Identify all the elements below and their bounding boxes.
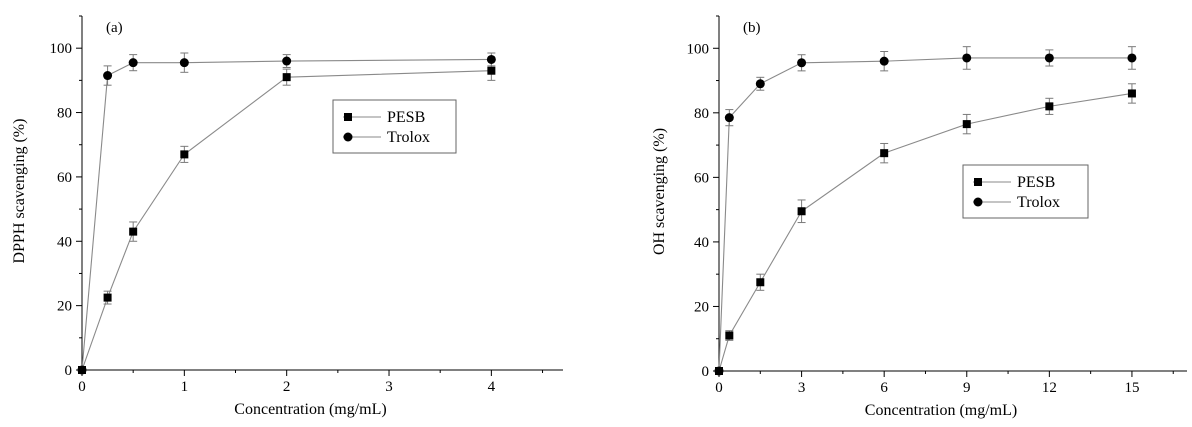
series-trolox bbox=[714, 46, 1137, 376]
data-point bbox=[282, 73, 291, 82]
y-tick-label: 60 bbox=[57, 170, 72, 186]
data-point bbox=[487, 66, 496, 75]
legend: PESB Trolox bbox=[332, 99, 457, 154]
data-point bbox=[962, 120, 971, 129]
data-point bbox=[724, 113, 734, 123]
x-tick-label: 4 bbox=[488, 379, 496, 395]
data-point bbox=[1045, 102, 1054, 111]
legend-label: Trolox bbox=[387, 129, 430, 146]
y-tick-label: 60 bbox=[694, 170, 709, 186]
y-tick-label: 100 bbox=[50, 41, 73, 57]
series-line bbox=[81, 58, 492, 371]
x-tick-label: 2 bbox=[283, 379, 291, 395]
y-tick-label: 20 bbox=[57, 299, 72, 315]
data-point bbox=[129, 227, 138, 236]
data-point bbox=[756, 278, 765, 287]
data-point bbox=[103, 293, 112, 302]
x-tick-label: 3 bbox=[798, 380, 806, 396]
series-trolox bbox=[77, 52, 496, 375]
data-point bbox=[179, 58, 189, 68]
x-axis-title: Concentration (mg/mL) bbox=[234, 401, 386, 418]
y-tick-label: 0 bbox=[65, 363, 73, 379]
y-axis-title: OH scavenging (%) bbox=[651, 128, 668, 255]
legend-label: Trolox bbox=[1017, 194, 1060, 211]
y-tick-label: 40 bbox=[694, 235, 709, 251]
data-point bbox=[103, 71, 113, 81]
legend-label: PESB bbox=[1017, 174, 1055, 191]
legend-box bbox=[332, 99, 457, 154]
data-point bbox=[1127, 89, 1136, 98]
series-line bbox=[718, 92, 1133, 372]
legend-marker bbox=[344, 113, 352, 121]
data-point bbox=[797, 58, 807, 68]
data-point bbox=[880, 149, 889, 158]
data-point bbox=[879, 56, 889, 66]
panel-label: (b) bbox=[743, 20, 761, 36]
x-axis-title: Concentration (mg/mL) bbox=[865, 402, 1017, 419]
y-tick-label: 20 bbox=[694, 299, 709, 315]
data-point bbox=[180, 150, 189, 159]
y-tick-label: 80 bbox=[57, 106, 72, 122]
legend-box bbox=[962, 164, 1089, 219]
x-tick-label: 9 bbox=[963, 380, 971, 396]
data-point bbox=[128, 58, 138, 68]
legend-marker bbox=[343, 132, 353, 142]
data-point bbox=[962, 53, 972, 63]
data-point bbox=[797, 207, 806, 216]
y-tick-label: 80 bbox=[694, 106, 709, 122]
data-point bbox=[725, 331, 734, 340]
data-point bbox=[755, 79, 765, 89]
y-tick-label: 40 bbox=[57, 234, 72, 250]
y-tick-label: 0 bbox=[702, 364, 710, 380]
y-axis-title: DPPH scavenging (%) bbox=[11, 119, 28, 264]
data-point bbox=[714, 366, 724, 376]
x-tick-label: 15 bbox=[1124, 380, 1139, 396]
series-line bbox=[81, 70, 492, 371]
x-tick-label: 0 bbox=[78, 379, 86, 395]
legend-marker bbox=[974, 178, 982, 186]
series-line bbox=[718, 57, 1132, 372]
x-tick-label: 6 bbox=[880, 380, 888, 396]
legend-marker bbox=[973, 197, 983, 207]
panel-label: (a) bbox=[106, 20, 123, 36]
legend: PESB Trolox bbox=[962, 164, 1089, 219]
data-point bbox=[77, 365, 87, 375]
data-point bbox=[486, 54, 496, 64]
data-point bbox=[1044, 53, 1054, 63]
data-point bbox=[282, 56, 292, 66]
data-point bbox=[1127, 53, 1137, 63]
series-pesb bbox=[715, 83, 1136, 375]
x-tick-label: 1 bbox=[181, 379, 189, 395]
legend-label: PESB bbox=[387, 109, 425, 126]
x-tick-label: 12 bbox=[1042, 380, 1057, 396]
y-tick-label: 100 bbox=[687, 41, 710, 57]
chart-panel-b: 0 3 6 9 12 15 0 20 40 60 80 100 Concentration (mg/mL… bbox=[651, 15, 1187, 419]
x-tick-label: 3 bbox=[385, 379, 393, 395]
x-tick-label: 0 bbox=[715, 380, 723, 396]
